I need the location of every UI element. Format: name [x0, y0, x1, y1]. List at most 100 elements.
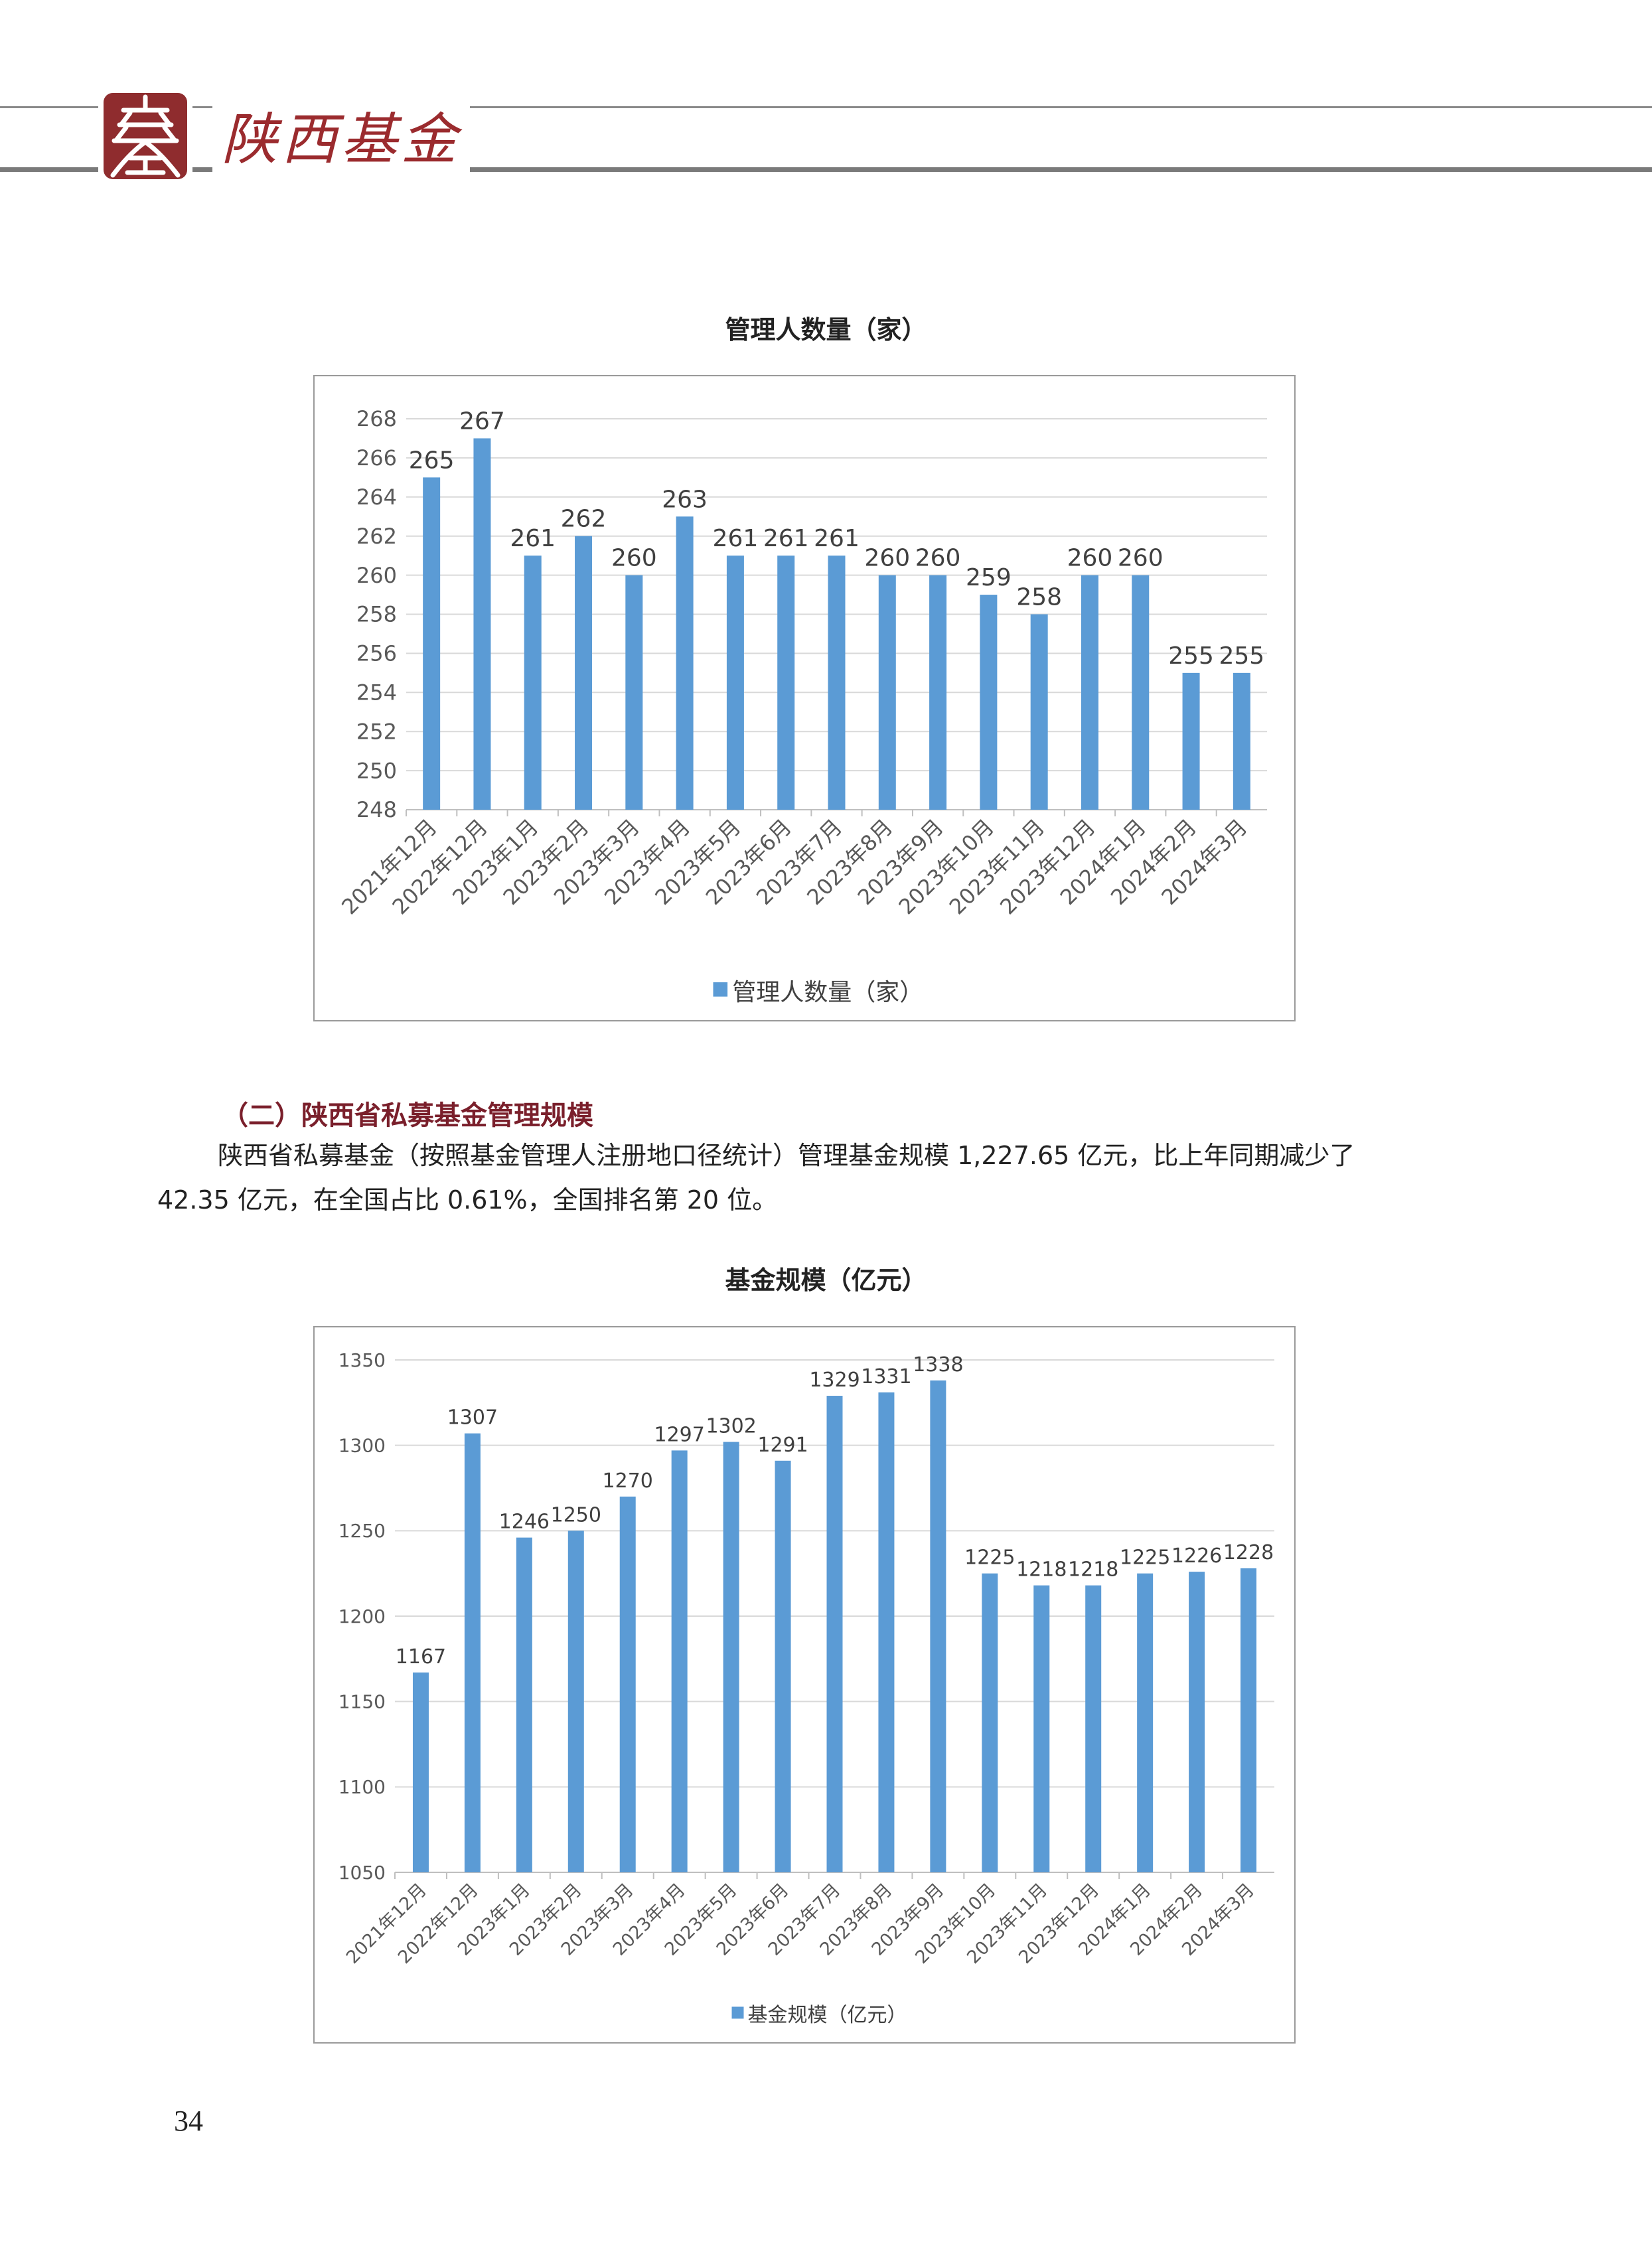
data-label: 261 — [763, 525, 809, 552]
data-label: 260 — [915, 545, 961, 572]
y-tick-label: 248 — [356, 797, 397, 822]
legend-label: 管理人数量（家） — [732, 979, 923, 1006]
y-tick-label: 254 — [356, 680, 397, 706]
bar — [982, 1573, 998, 1872]
bar — [1240, 1568, 1257, 1872]
bar — [412, 1672, 429, 1872]
y-tick-label: 258 — [356, 602, 397, 627]
bar — [1233, 672, 1250, 810]
bar — [1030, 614, 1048, 810]
bar — [1182, 672, 1200, 810]
bar — [726, 556, 744, 810]
data-label: 260 — [1067, 545, 1113, 572]
bar — [473, 438, 491, 810]
bar — [1085, 1585, 1102, 1872]
bar — [464, 1433, 481, 1872]
header-rule-thick — [0, 167, 1652, 172]
data-label: 1228 — [1223, 1541, 1274, 1564]
bar — [524, 556, 542, 810]
data-label: 267 — [459, 408, 505, 435]
data-label: 255 — [1168, 642, 1214, 670]
data-label: 1218 — [1016, 1558, 1067, 1582]
bar — [625, 575, 643, 810]
data-label: 1246 — [499, 1511, 550, 1534]
data-label: 1167 — [396, 1645, 446, 1669]
data-label: 260 — [1118, 545, 1164, 572]
data-label: 261 — [713, 525, 759, 552]
y-tick-label: 1350 — [338, 1349, 386, 1371]
data-label: 1270 — [603, 1469, 653, 1493]
data-label: 261 — [510, 525, 556, 552]
data-label: 1331 — [861, 1365, 911, 1388]
y-tick-label: 1050 — [338, 1862, 386, 1884]
data-label: 261 — [814, 525, 860, 552]
data-label: 265 — [409, 447, 455, 474]
bar — [516, 1537, 532, 1872]
logo-text: 陕西基金 — [212, 106, 471, 173]
data-label: 263 — [662, 486, 708, 513]
bar — [575, 536, 593, 810]
bar — [929, 575, 947, 810]
data-label: 259 — [966, 564, 1012, 591]
y-tick-label: 268 — [356, 406, 397, 431]
legend-label: 基金规模（亿元） — [748, 2004, 907, 2027]
bar — [878, 575, 896, 810]
data-label: 1307 — [447, 1406, 498, 1430]
bar — [723, 1442, 739, 1872]
data-label: 1226 — [1171, 1544, 1222, 1568]
bar — [777, 556, 795, 810]
bar — [1033, 1585, 1050, 1872]
chart2-container: 1050 1100 1150 1200 1250 1300 1350 1167 2021年12月… — [313, 1326, 1296, 2044]
chart2-svg: 105011001150120012501300135011672021年12月… — [338, 1349, 1274, 2027]
bar — [423, 477, 441, 810]
header-rule-thin — [0, 106, 1652, 108]
paragraph-line-1: 陕西省私募基金（按照基金管理人注册地口径统计）管理基金规模 1,227.65 亿… — [218, 1141, 1355, 1170]
data-label: 1297 — [654, 1423, 704, 1446]
bar — [1189, 1572, 1205, 1872]
data-label: 1338 — [913, 1353, 963, 1377]
y-tick-label: 256 — [356, 641, 397, 666]
y-tick-label: 262 — [356, 524, 397, 549]
y-tick-label: 266 — [356, 445, 397, 471]
y-tick-label: 264 — [356, 485, 397, 510]
y-tick-label: 252 — [356, 719, 397, 744]
data-label: 1291 — [757, 1434, 808, 1457]
pagoda-logo-icon — [104, 93, 187, 179]
data-label: 1302 — [706, 1415, 756, 1438]
bar — [619, 1496, 636, 1872]
bar — [671, 1450, 688, 1872]
data-label: 1225 — [964, 1546, 1015, 1570]
data-label: 258 — [1016, 584, 1062, 611]
data-label: 260 — [864, 545, 910, 572]
data-label: 1329 — [809, 1369, 860, 1392]
bar — [1132, 575, 1150, 810]
y-tick-label: 1150 — [338, 1690, 386, 1712]
logo — [98, 90, 192, 182]
legend-swatch — [713, 982, 728, 997]
bar — [980, 595, 998, 810]
bar — [826, 1396, 843, 1872]
y-tick-label: 250 — [356, 758, 397, 783]
data-label: 1250 — [551, 1503, 601, 1527]
bar — [676, 516, 694, 810]
legend-swatch — [731, 2006, 744, 2019]
bar — [1137, 1573, 1154, 1872]
data-label: 262 — [561, 506, 607, 533]
chart1-container: 248 250 252 254 256 258 260 262 264 266 268 265 2021… — [313, 375, 1296, 1021]
section-heading: （二）陕西省私募基金管理规模 — [222, 1100, 593, 1131]
y-tick-label: 1250 — [338, 1520, 386, 1542]
data-label: 1218 — [1068, 1558, 1118, 1582]
chart2-title: 基金规模（亿元） — [725, 1266, 927, 1295]
y-tick-label: 260 — [356, 563, 397, 588]
bar — [1081, 575, 1098, 810]
y-tick-label: 1100 — [338, 1776, 386, 1798]
bar — [567, 1531, 584, 1872]
bar — [828, 556, 846, 810]
bar — [878, 1392, 895, 1872]
chart1-title: 管理人数量（家） — [725, 315, 927, 344]
data-label: 1225 — [1120, 1546, 1170, 1570]
data-label: 260 — [611, 545, 657, 572]
data-label: 255 — [1219, 642, 1264, 670]
y-tick-label: 1300 — [338, 1434, 386, 1456]
bar — [775, 1460, 791, 1872]
